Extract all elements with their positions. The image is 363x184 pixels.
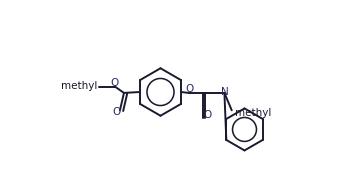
Text: N: N [221, 87, 229, 97]
Text: O: O [185, 84, 194, 94]
Text: methyl: methyl [235, 108, 272, 118]
Text: O: O [203, 110, 211, 120]
Text: methyl: methyl [61, 81, 98, 91]
Text: O: O [113, 107, 121, 117]
Text: O: O [111, 78, 119, 88]
